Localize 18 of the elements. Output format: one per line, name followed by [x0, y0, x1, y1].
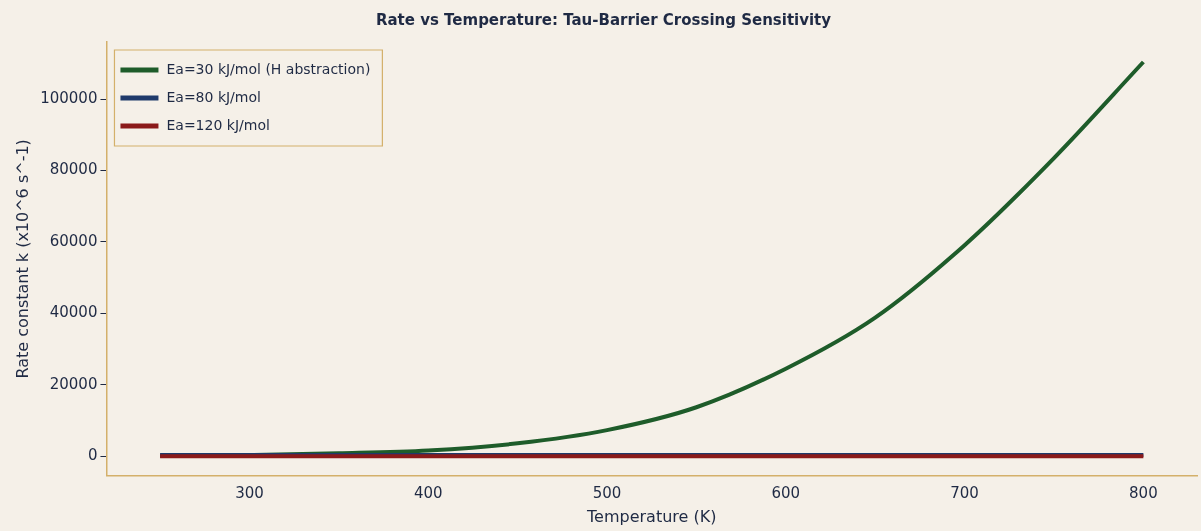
legend-label: Ea=30 kJ/mol (H abstraction) [166, 60, 371, 77]
x-tick-label: 800 [1129, 483, 1158, 502]
legend-label: Ea=80 kJ/mol [166, 88, 261, 105]
y-tick-label: 60000 [49, 231, 98, 250]
y-axis-title: Rate constant k (x10^6 s^-1) [12, 139, 32, 379]
x-tick-label: 600 [771, 483, 801, 502]
y-tick-label: 100000 [40, 89, 98, 108]
x-axis-title: Temperature (K) [586, 506, 717, 526]
x-tick-label: 400 [413, 483, 443, 502]
legend-label: Ea=120 kJ/mol [166, 116, 270, 133]
chart-title: Rate vs Temperature: Tau-Barrier Crossing Sensitivity [375, 10, 832, 29]
y-tick-label: 0 [87, 446, 98, 465]
y-tick-label: 80000 [49, 160, 98, 179]
y-tick-label: 40000 [49, 303, 98, 322]
x-tick-label: 700 [950, 483, 979, 502]
x-tick-label: 500 [592, 483, 622, 502]
y-tick-label: 20000 [49, 374, 98, 393]
x-tick-label: 300 [235, 483, 264, 502]
